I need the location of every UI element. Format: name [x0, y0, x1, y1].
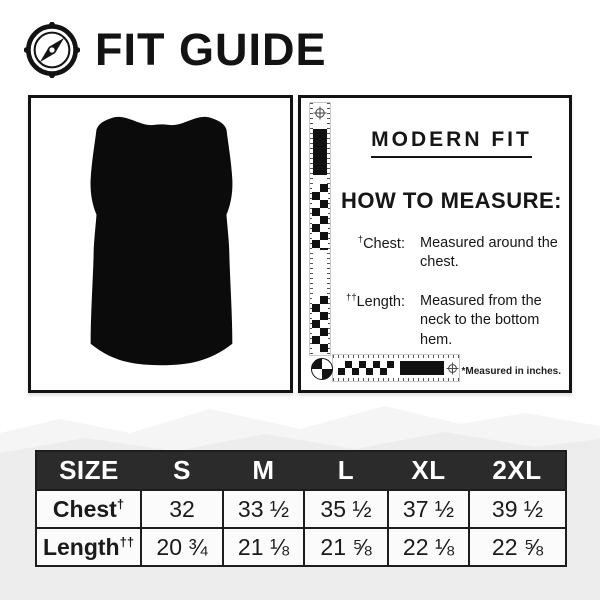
chest-row-label: Chest†	[35, 489, 142, 529]
crosshair-icon	[446, 362, 459, 375]
col-m: M	[223, 451, 304, 490]
length-s: 20 ¾	[140, 527, 224, 567]
col-xl: XL	[388, 451, 469, 490]
measurement-definitions: †Chest: Measured around the chest. ††Len…	[339, 234, 564, 350]
chest-description: Measured around the chest.	[420, 235, 558, 271]
col-s: S	[141, 451, 223, 490]
vertical-ruler-checker-bottom	[312, 296, 328, 352]
how-to-measure-heading: HOW TO MEASURE:	[341, 188, 562, 213]
fit-info-panel: MODERN FIT HOW TO MEASURE: †Chest: Measu…	[298, 95, 572, 393]
length-description: Measured from the neck to the bottom hem…	[420, 293, 542, 348]
double-dagger-mark: ††	[119, 533, 135, 549]
vertical-ruler-bar	[313, 129, 327, 175]
length-row: Length†† 20 ¾ 21 ⅛ 21 ⅝ 22 ⅛ 22 ⅝	[35, 527, 567, 567]
length-row-label: Length††	[35, 527, 142, 567]
vertical-ruler-checker-top	[312, 184, 328, 250]
horizontal-ruler-bar	[400, 361, 444, 375]
compass-icon	[24, 22, 80, 78]
chest-m: 33 ½	[222, 489, 305, 529]
length-xl: 22 ⅛	[387, 527, 470, 567]
crosshair-icon	[313, 106, 327, 120]
chest-xl: 37 ½	[387, 489, 470, 529]
page-header: FIT GUIDE	[24, 22, 327, 78]
page-title: FIT GUIDE	[95, 24, 327, 75]
measurement-chest: †Chest: Measured around the chest.	[341, 234, 564, 272]
fit-name-heading: MODERN FIT	[371, 128, 532, 158]
horizontal-ruler-checker	[338, 361, 394, 375]
col-l: L	[304, 451, 388, 490]
dagger-mark: †	[116, 495, 125, 511]
size-chart-table: SIZE S M L XL 2XL Chest† 32 33 ½ 35 ½ 37…	[35, 450, 567, 567]
fit-content: MODERN FIT HOW TO MEASURE: †Chest: Measu…	[339, 98, 564, 390]
size-header-row: SIZE S M L XL 2XL	[36, 451, 566, 490]
registration-mark-icon	[311, 358, 333, 380]
length-term: ††Length:	[346, 292, 405, 311]
col-size: SIZE	[36, 451, 141, 490]
measurement-length: ††Length: Measured from the neck to the …	[341, 292, 564, 349]
length-l: 21 ⅝	[303, 527, 389, 567]
length-2xl: 22 ⅝	[468, 527, 567, 567]
garment-panel	[28, 95, 293, 393]
chest-l: 35 ½	[303, 489, 389, 529]
chest-term: †Chest:	[357, 234, 405, 252]
length-m: 21 ⅛	[222, 527, 305, 567]
col-2xl: 2XL	[469, 451, 566, 490]
chest-s: 32	[140, 489, 224, 529]
measured-in-inches-footnote: *Measured in inches.	[461, 366, 561, 377]
chest-2xl: 39 ½	[468, 489, 567, 529]
muscle-tank-silhouette	[90, 116, 233, 366]
double-dagger-mark: ††	[346, 292, 357, 304]
dagger-mark: †	[357, 234, 364, 245]
chest-row: Chest† 32 33 ½ 35 ½ 37 ½ 39 ½	[35, 489, 567, 529]
